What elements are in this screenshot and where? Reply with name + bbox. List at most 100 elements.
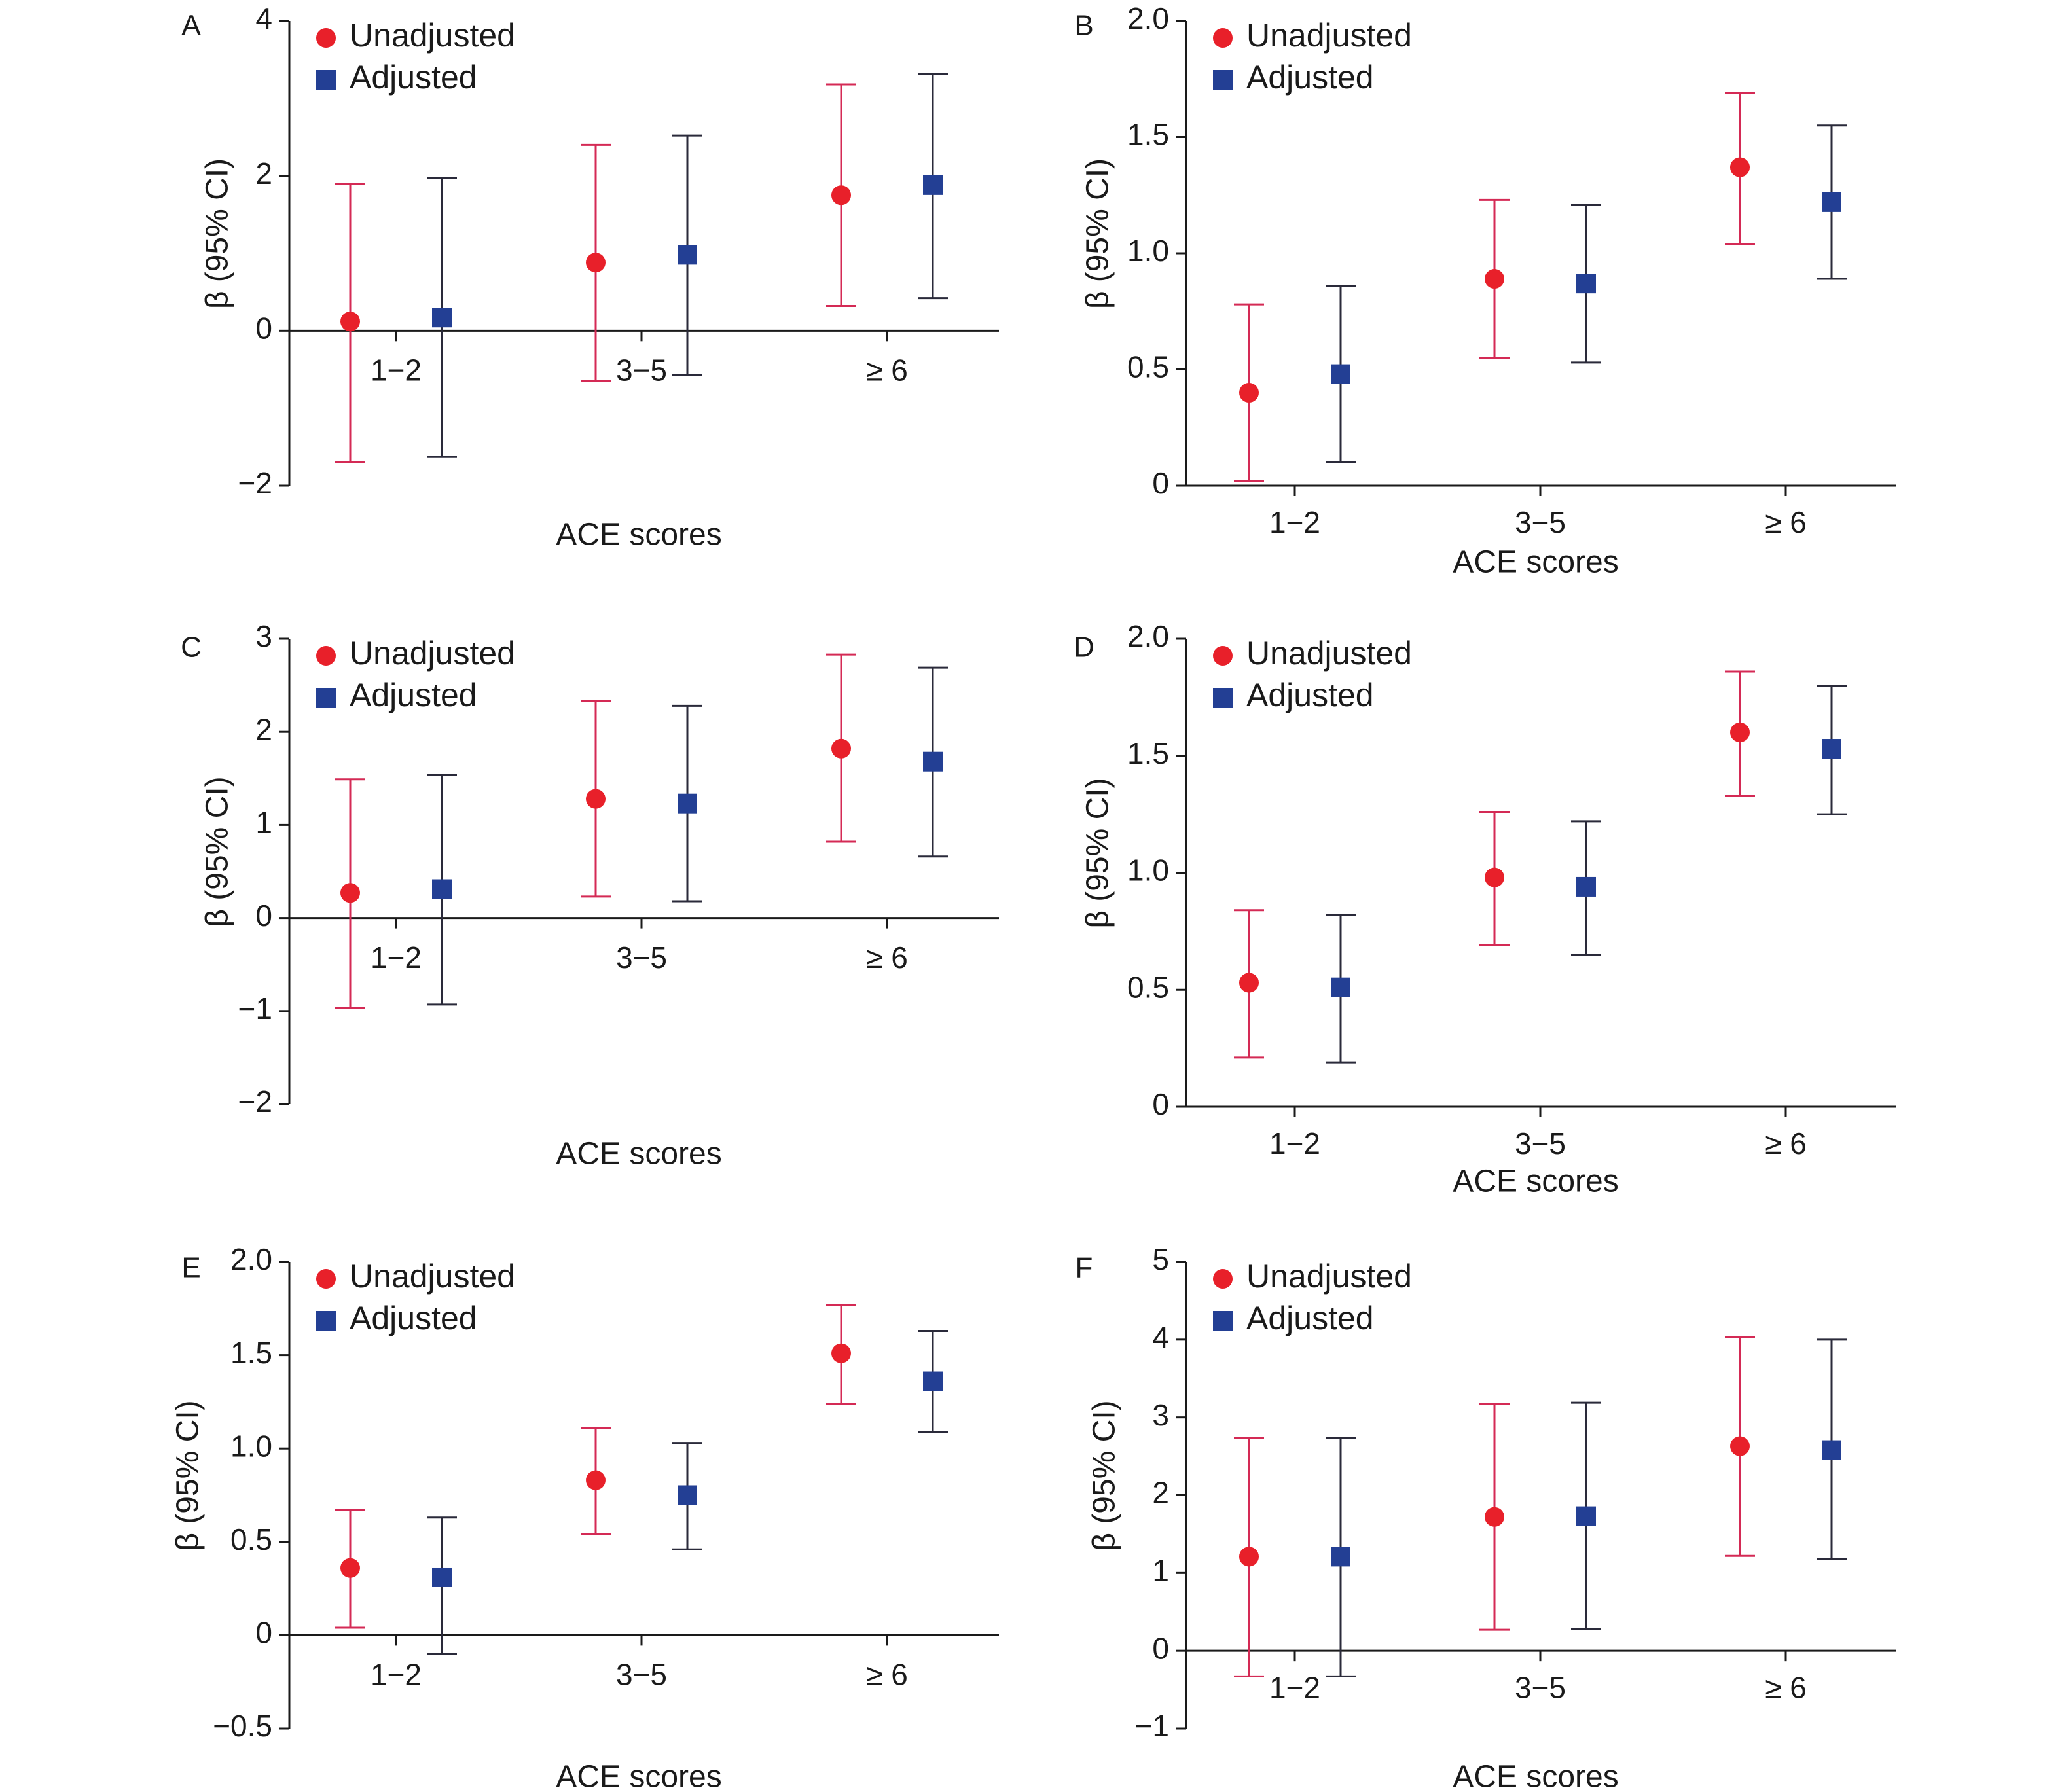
x-tick-label: 3−5	[616, 1658, 667, 1692]
point-unadjusted	[586, 1470, 606, 1490]
legend-marker-unadjusted	[316, 28, 336, 48]
x-tick-label: ≥ 6	[866, 353, 908, 387]
panel-letter: F	[1076, 1252, 1093, 1284]
point-unadjusted	[586, 789, 606, 809]
legend-marker-unadjusted	[1213, 28, 1233, 48]
point-adjusted	[923, 1371, 943, 1391]
y-tick-label: −2	[238, 1084, 272, 1119]
x-tick-label: 3−5	[616, 941, 667, 975]
legend-marker-adjusted	[1213, 688, 1233, 708]
y-tick-label: −1	[238, 992, 272, 1026]
point-adjusted	[923, 751, 943, 772]
x-tick-label: 3−5	[1515, 505, 1566, 539]
point-unadjusted	[340, 883, 360, 903]
legend-label-adjusted: Adjusted	[1246, 677, 1374, 713]
legend-marker-adjusted	[316, 70, 336, 90]
y-tick-label: 0	[1152, 1087, 1169, 1121]
panel-letter: B	[1074, 10, 1093, 42]
y-axis-title: β (95% CI)	[171, 1400, 206, 1550]
point-adjusted	[923, 175, 943, 195]
y-tick-label: 4	[255, 1, 272, 35]
y-tick-label: 2.0	[1127, 619, 1169, 653]
y-tick-label: 2	[1152, 1476, 1169, 1510]
point-adjusted	[1576, 876, 1596, 897]
panel-letter: E	[181, 1252, 200, 1284]
legend-marker-unadjusted	[316, 646, 336, 666]
legend-label-unadjusted: Unadjusted	[1246, 635, 1412, 672]
y-tick-label: 0	[255, 311, 272, 345]
panel-a: A −2 0 2 4 1−2 3−5 ≥ 6 ACE scores β (95% CI) Unadj…	[181, 1, 999, 552]
panel-f: F −1 0 1 2 3 4 5 1−2 3−5 ≥ 6 ACE scores β (95% CI) Un…	[1076, 1242, 1896, 1792]
y-axis-title: β (95% CI)	[1087, 1400, 1122, 1550]
y-tick-label: −0.5	[213, 1709, 272, 1743]
x-axis-title: ACE scores	[556, 1760, 721, 1792]
y-axis-title: β (95% CI)	[1081, 778, 1115, 928]
point-adjusted	[678, 793, 697, 814]
x-tick-label: ≥ 6	[866, 941, 908, 975]
legend-marker-adjusted	[316, 1311, 336, 1331]
y-axis-title: β (95% CI)	[200, 776, 235, 927]
point-unadjusted	[1239, 973, 1259, 993]
y-tick-label: −1	[1135, 1709, 1169, 1743]
x-tick-label: ≥ 6	[1765, 505, 1807, 539]
legend-label-adjusted: Adjusted	[1246, 59, 1374, 96]
point-unadjusted	[831, 1343, 851, 1363]
x-tick-label: 1−2	[1269, 1126, 1320, 1160]
y-tick-label: 1.0	[230, 1429, 272, 1463]
x-tick-label: 3−5	[1515, 1670, 1566, 1704]
legend-marker-unadjusted	[1213, 1269, 1233, 1289]
legend-label-adjusted: Adjusted	[1246, 1300, 1374, 1336]
x-tick-label: ≥ 6	[1765, 1126, 1807, 1160]
x-tick-label: 1−2	[371, 353, 422, 387]
legend-label-adjusted: Adjusted	[350, 677, 477, 713]
y-tick-label: 2	[255, 156, 272, 190]
x-axis-title: ACE scores	[1453, 1164, 1618, 1199]
x-tick-label: 1−2	[371, 941, 422, 975]
x-tick-label: 1−2	[1269, 1670, 1320, 1704]
x-tick-label: 1−2	[371, 1658, 422, 1692]
point-adjusted	[1331, 977, 1350, 997]
point-adjusted	[1331, 1547, 1350, 1567]
y-tick-label: 0	[255, 1616, 272, 1650]
y-tick-label: 4	[1152, 1320, 1169, 1354]
panel-d: D 0 0.5 1.0 1.5 2.0 1−2 3−5 ≥ 6 ACE scores β (95% …	[1074, 619, 1896, 1199]
point-adjusted	[1576, 274, 1596, 294]
x-tick-label: ≥ 6	[1765, 1670, 1807, 1704]
y-tick-label: 1.5	[230, 1336, 272, 1370]
point-unadjusted	[831, 738, 851, 759]
y-tick-label: 1	[255, 806, 272, 840]
legend-marker-unadjusted	[1213, 646, 1233, 666]
x-axis-title: ACE scores	[556, 1137, 721, 1172]
y-tick-label: 2.0	[1127, 1, 1169, 35]
point-adjusted	[1822, 739, 1841, 759]
y-tick-label: 1.5	[1127, 118, 1169, 152]
legend-label-unadjusted: Unadjusted	[1246, 1258, 1412, 1295]
y-tick-label: 1.5	[1127, 736, 1169, 770]
point-adjusted	[1822, 192, 1841, 212]
point-unadjusted	[1485, 1507, 1504, 1527]
legend-label-unadjusted: Unadjusted	[1246, 17, 1412, 54]
legend-marker-adjusted	[1213, 70, 1233, 90]
x-tick-label: 3−5	[616, 353, 667, 387]
x-tick-label: 3−5	[1515, 1126, 1566, 1160]
y-tick-label: 5	[1152, 1242, 1169, 1276]
x-tick-label: 1−2	[1269, 505, 1320, 539]
legend-marker-adjusted	[1213, 1311, 1233, 1331]
y-tick-label: 0	[1152, 1631, 1169, 1665]
y-axis-title: β (95% CI)	[200, 158, 235, 309]
x-axis-title: ACE scores	[1453, 545, 1618, 580]
panel-b: B 0 0.5 1.0 1.5 2.0 1−2 3−5 ≥ 6 ACE scores β (95% …	[1074, 1, 1896, 580]
point-adjusted	[432, 1567, 452, 1587]
point-unadjusted	[1239, 383, 1259, 403]
point-unadjusted	[1485, 269, 1504, 289]
y-tick-label: 0	[255, 899, 272, 933]
legend-label-unadjusted: Unadjusted	[350, 635, 515, 672]
y-tick-label: 2.0	[230, 1242, 272, 1276]
y-tick-label: 1	[1152, 1553, 1169, 1587]
y-tick-label: −2	[238, 466, 272, 500]
panel-letter: D	[1074, 632, 1094, 664]
legend-label-adjusted: Adjusted	[350, 1300, 477, 1336]
legend-marker-unadjusted	[316, 1269, 336, 1289]
point-unadjusted	[1485, 867, 1504, 887]
